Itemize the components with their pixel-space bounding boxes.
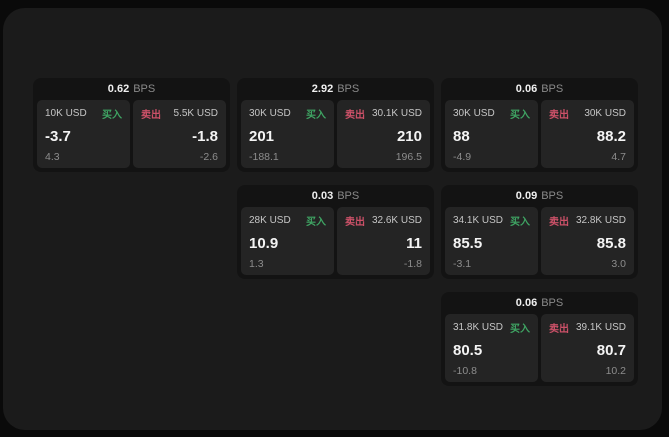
buy-subvalue: 1.3	[249, 258, 264, 270]
bps-value: 0.09	[515, 190, 538, 202]
buy-panel[interactable]: 31.8K USD 买入 80.5 -10.8	[445, 314, 538, 382]
buy-value: 10.9	[249, 234, 279, 252]
sell-subvalue: -1.8	[403, 258, 422, 270]
buy-panel[interactable]: 28K USD 买入 10.9 1.3	[241, 207, 334, 275]
sell-subvalue: 196.5	[395, 151, 422, 163]
buy-value: -3.7	[45, 127, 71, 145]
buy-panel[interactable]: 30K USD 买入 201 -188.1	[241, 100, 334, 168]
quote-card: 0.06 BPS 30K USD 买入 88 -4.9 卖出 30K USD	[441, 78, 638, 172]
buy-badge: 买入	[306, 217, 326, 228]
sell-badge: 卖出	[345, 110, 365, 121]
sell-panel[interactable]: 卖出 5.5K USD -1.8 -2.6	[133, 100, 226, 168]
buy-subvalue: -188.1	[249, 151, 279, 163]
bps-value: 0.03	[311, 190, 334, 202]
sell-amount: 5.5K USD	[173, 108, 218, 119]
sell-badge: 卖出	[345, 217, 365, 228]
sell-badge: 卖出	[549, 110, 569, 121]
sell-amount: 32.8K USD	[575, 215, 626, 226]
sell-subvalue: -2.6	[199, 151, 218, 163]
sell-value: 11	[406, 234, 422, 252]
buy-value: 201	[249, 127, 275, 145]
sell-panel[interactable]: 卖出 39.1K USD 80.7 10.2	[541, 314, 634, 382]
sell-value: 80.7	[596, 341, 626, 359]
bps-unit: BPS	[337, 190, 360, 202]
bps-unit: BPS	[541, 83, 564, 95]
sell-badge: 卖出	[549, 324, 569, 335]
buy-panel[interactable]: 34.1K USD 买入 85.5 -3.1	[445, 207, 538, 275]
buy-amount: 10K USD	[45, 108, 87, 119]
buy-value: 85.5	[453, 234, 483, 252]
buy-panel[interactable]: 30K USD 买入 88 -4.9	[445, 100, 538, 168]
buy-badge: 买入	[510, 217, 530, 228]
buy-badge: 买入	[510, 324, 530, 335]
buy-amount: 31.8K USD	[453, 322, 504, 333]
main-panel: 0.62 BPS 10K USD 买入 -3.7 4.3 卖出 5.5K USD	[3, 8, 662, 430]
buy-subvalue: 4.3	[45, 151, 60, 163]
bps-header: 0.06 BPS	[441, 292, 638, 314]
sell-value: -1.8	[192, 127, 218, 145]
sell-panel[interactable]: 卖出 30.1K USD 210 196.5	[337, 100, 430, 168]
sell-amount: 39.1K USD	[575, 322, 626, 333]
buy-amount: 30K USD	[249, 108, 291, 119]
quote-card: 0.03 BPS 28K USD 买入 10.9 1.3 卖出 32.6K US…	[237, 185, 434, 279]
bps-value: 0.62	[107, 83, 130, 95]
buy-value: 80.5	[453, 341, 483, 359]
buy-subvalue: -3.1	[453, 258, 472, 270]
buy-badge: 买入	[102, 110, 122, 121]
bps-header: 0.62 BPS	[33, 78, 230, 100]
sell-subvalue: 3.0	[611, 258, 626, 270]
bps-header: 2.92 BPS	[237, 78, 434, 100]
quote-card: 0.62 BPS 10K USD 买入 -3.7 4.3 卖出 5.5K USD	[33, 78, 230, 172]
sell-subvalue: 10.2	[605, 365, 626, 377]
bps-unit: BPS	[337, 83, 360, 95]
buy-subvalue: -10.8	[453, 365, 477, 377]
bps-unit: BPS	[541, 190, 564, 202]
quote-cards-grid: 0.62 BPS 10K USD 买入 -3.7 4.3 卖出 5.5K USD	[33, 78, 638, 386]
buy-badge: 买入	[510, 110, 530, 121]
sell-panel[interactable]: 卖出 32.8K USD 85.8 3.0	[541, 207, 634, 275]
buy-badge: 买入	[306, 110, 326, 121]
sell-value: 85.8	[596, 234, 626, 252]
sell-amount: 30.1K USD	[371, 108, 422, 119]
quote-card: 0.06 BPS 31.8K USD 买入 80.5 -10.8 卖出 39.1…	[441, 292, 638, 386]
bps-header: 0.03 BPS	[237, 185, 434, 207]
buy-amount: 30K USD	[453, 108, 495, 119]
sell-amount: 30K USD	[584, 108, 626, 119]
buy-subvalue: -4.9	[453, 151, 472, 163]
quote-card: 0.09 BPS 34.1K USD 买入 85.5 -3.1 卖出 32.8K…	[441, 185, 638, 279]
sell-value: 88.2	[596, 127, 626, 145]
bps-header: 0.09 BPS	[441, 185, 638, 207]
bps-unit: BPS	[133, 83, 156, 95]
sell-panel[interactable]: 卖出 30K USD 88.2 4.7	[541, 100, 634, 168]
buy-amount: 34.1K USD	[453, 215, 504, 226]
bps-header: 0.06 BPS	[441, 78, 638, 100]
sell-subvalue: 4.7	[611, 151, 626, 163]
sell-badge: 卖出	[549, 217, 569, 228]
quote-card: 2.92 BPS 30K USD 买入 201 -188.1 卖出 30.1K …	[237, 78, 434, 172]
buy-panel[interactable]: 10K USD 买入 -3.7 4.3	[37, 100, 130, 168]
bps-value: 0.06	[515, 83, 538, 95]
bps-unit: BPS	[541, 297, 564, 309]
bps-value: 2.92	[311, 83, 334, 95]
sell-badge: 卖出	[141, 110, 161, 121]
sell-amount: 32.6K USD	[371, 215, 422, 226]
buy-value: 88	[453, 127, 470, 145]
bps-value: 0.06	[515, 297, 538, 309]
buy-amount: 28K USD	[249, 215, 291, 226]
sell-panel[interactable]: 卖出 32.6K USD 11 -1.8	[337, 207, 430, 275]
sell-value: 210	[396, 127, 422, 145]
